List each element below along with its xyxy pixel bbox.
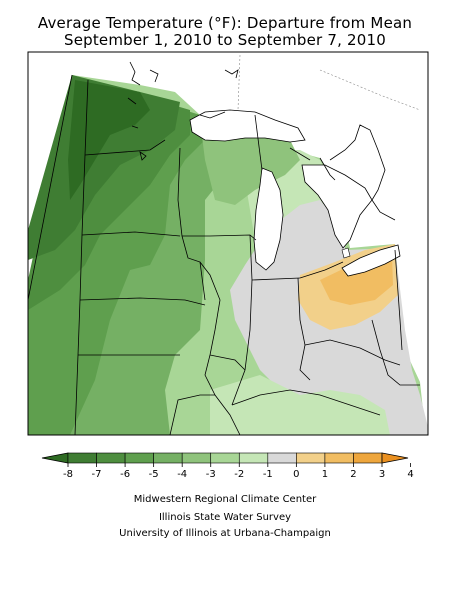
state-boundaries <box>28 74 420 435</box>
color-scale-bar: -8 -7 -6 -5 -4 -3 -2 -1 0 1 2 3 4 <box>41 452 414 480</box>
scale-label: -2 <box>234 469 244 480</box>
lake-erie <box>341 244 401 277</box>
scale-segment <box>96 452 126 464</box>
scale-segment <box>267 452 297 464</box>
scale-segment <box>238 452 269 464</box>
scale-segment <box>67 452 97 464</box>
credit-isws: Illinois State Water Survey <box>158 512 292 523</box>
credit-uiuc: University of Illinois at Urbana-Champai… <box>119 528 331 539</box>
region-minus-7 <box>28 75 180 260</box>
lake-michigan <box>253 167 284 271</box>
scale-label: -8 <box>63 469 73 480</box>
scale-arrow-left <box>41 452 69 464</box>
province-boundaries <box>237 54 421 111</box>
scale-label: 0 <box>293 469 299 480</box>
scale-segment <box>210 452 240 464</box>
scale-label: 3 <box>379 469 385 480</box>
scale-label: -4 <box>177 469 187 480</box>
credit-mrcc: Midwestern Regional Climate Center <box>133 494 317 505</box>
scale-segment <box>124 452 154 464</box>
scale-label: -5 <box>149 469 159 480</box>
scale-label: -3 <box>206 469 216 480</box>
canada-coastline <box>127 61 396 221</box>
map-title: Average Temperature (°F): Departure from… <box>37 14 413 32</box>
scale-label: 1 <box>322 469 328 480</box>
scale-label: -1 <box>263 469 273 480</box>
region-minus-8 <box>68 80 150 200</box>
scale-segment <box>324 452 354 464</box>
scale-segment <box>181 452 212 464</box>
scale-label: -7 <box>92 469 102 480</box>
scale-label: 2 <box>350 469 356 480</box>
scale-segment <box>296 452 326 464</box>
region-minus-1-south <box>210 375 390 435</box>
map-frame <box>27 51 429 436</box>
scale-segment <box>353 452 383 464</box>
lake-huron <box>301 164 373 249</box>
scale-label: 4 <box>407 469 413 480</box>
scale-segment <box>153 452 183 464</box>
lake-st-clair <box>341 247 351 259</box>
map-date-range: September 1, 2010 to September 7, 2010 <box>63 31 387 49</box>
scale-label: -6 <box>120 469 130 480</box>
scale-arrow-right <box>381 452 409 464</box>
lake-superior <box>189 109 306 143</box>
